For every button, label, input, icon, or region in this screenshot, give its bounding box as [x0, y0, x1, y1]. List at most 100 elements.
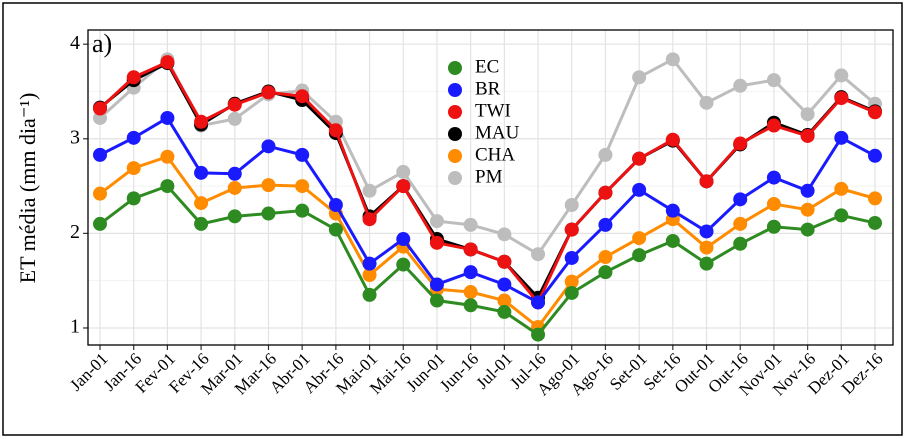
- legend-label: EC: [475, 56, 499, 77]
- point: [463, 265, 478, 280]
- point: [564, 285, 579, 300]
- legend-label: TWI: [475, 100, 511, 121]
- point: [632, 182, 647, 197]
- legend-label: PM: [475, 166, 503, 187]
- point: [733, 236, 748, 251]
- point: [834, 181, 849, 196]
- point: [463, 217, 478, 232]
- point: [227, 166, 242, 181]
- point: [598, 147, 613, 162]
- point: [396, 179, 411, 194]
- point: [699, 174, 714, 189]
- point: [261, 85, 276, 100]
- point: [800, 183, 815, 198]
- y-tick-label: 1: [70, 316, 80, 338]
- point: [699, 240, 714, 255]
- panel-label: a): [92, 29, 112, 58]
- legend-label: BR: [475, 78, 501, 99]
- point: [733, 78, 748, 93]
- point: [497, 277, 512, 292]
- legend-marker: [448, 83, 462, 97]
- point: [261, 178, 276, 193]
- y-axis-label: ET média (mm dia⁻¹): [15, 93, 40, 284]
- point: [126, 130, 141, 145]
- point: [800, 222, 815, 237]
- point: [733, 192, 748, 207]
- point: [766, 73, 781, 88]
- point: [227, 97, 242, 112]
- point: [295, 89, 310, 104]
- point: [328, 123, 343, 138]
- point: [295, 203, 310, 218]
- point: [194, 216, 209, 231]
- point: [463, 242, 478, 257]
- point: [766, 197, 781, 212]
- point: [868, 191, 882, 206]
- point: [261, 139, 276, 154]
- point: [564, 222, 579, 237]
- point: [227, 111, 242, 126]
- point: [463, 298, 478, 313]
- point: [463, 285, 478, 300]
- y-tick-label: 3: [70, 126, 80, 148]
- point: [328, 198, 343, 212]
- point: [868, 105, 882, 120]
- point: [531, 247, 546, 262]
- point: [766, 219, 781, 234]
- point: [362, 256, 377, 271]
- point: [295, 179, 310, 194]
- legend-label: CHA: [475, 144, 515, 165]
- legend-label: MAU: [475, 122, 520, 143]
- point: [295, 147, 310, 162]
- point: [126, 70, 141, 85]
- point: [362, 287, 377, 302]
- point: [699, 256, 714, 271]
- point: [632, 70, 647, 85]
- point: [497, 254, 512, 269]
- point: [665, 132, 680, 147]
- point: [834, 68, 849, 83]
- point: [497, 304, 512, 319]
- point: [93, 147, 107, 162]
- point: [766, 170, 781, 185]
- point: [194, 114, 209, 129]
- point: [93, 186, 107, 201]
- point: [632, 231, 647, 246]
- point: [261, 206, 276, 221]
- point: [194, 196, 209, 211]
- point: [598, 250, 613, 265]
- point: [868, 215, 882, 230]
- point: [632, 248, 647, 263]
- point: [160, 55, 175, 70]
- point: [328, 222, 343, 237]
- point: [126, 191, 141, 206]
- point: [429, 214, 444, 229]
- legend-marker: [448, 61, 462, 75]
- point: [362, 268, 377, 282]
- point: [429, 293, 444, 308]
- point: [564, 198, 579, 212]
- point: [665, 203, 680, 218]
- point: [834, 130, 849, 145]
- point: [227, 209, 242, 224]
- point: [699, 224, 714, 239]
- legend-marker: [448, 127, 462, 141]
- point: [598, 265, 613, 280]
- point: [665, 233, 680, 248]
- point: [598, 217, 613, 232]
- point: [733, 136, 748, 151]
- point: [194, 165, 209, 180]
- point: [160, 110, 175, 125]
- point: [564, 250, 579, 265]
- point: [766, 118, 781, 133]
- point: [531, 295, 546, 310]
- point: [598, 185, 613, 200]
- point: [531, 327, 546, 342]
- y-tick-label: 4: [70, 32, 80, 54]
- point: [396, 232, 411, 247]
- point: [93, 101, 107, 116]
- point: [800, 107, 815, 122]
- legend-marker: [448, 149, 462, 163]
- point: [362, 183, 377, 198]
